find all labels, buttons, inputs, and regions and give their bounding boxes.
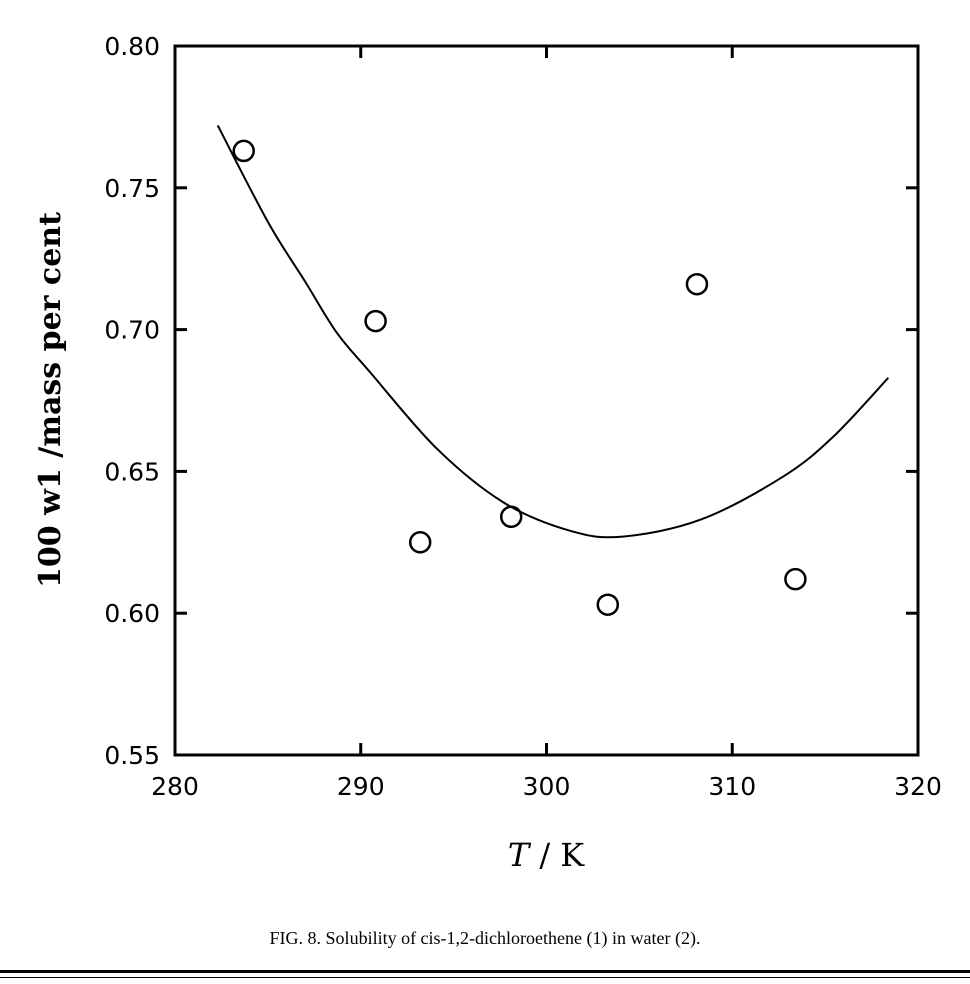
data-point [596, 593, 620, 616]
y-tick-label: 0.65 [104, 457, 160, 486]
y-axis-label: 100 w1 /mass per cent [33, 212, 68, 588]
divider [0, 977, 970, 978]
x-axis-label: T / K [508, 836, 585, 874]
y-tick-label: 0.70 [104, 316, 160, 345]
y-tick-label: 0.75 [104, 174, 160, 203]
x-tick-label: 280 [151, 772, 199, 801]
x-tick-label: 290 [337, 772, 385, 801]
fit-curve [216, 124, 890, 539]
data-point [232, 139, 255, 163]
data-point [499, 505, 523, 529]
data-point [685, 272, 709, 296]
data-point [364, 309, 387, 333]
x-tick-label: 300 [523, 772, 571, 801]
plot-frame [173, 44, 920, 757]
y-tick-label: 0.60 [104, 599, 160, 628]
y-tick-label: 0.80 [104, 32, 160, 61]
x-tick-label: 310 [708, 772, 756, 801]
divider [0, 970, 970, 973]
figure-caption: FIG. 8. Solubility of cis-1,2-dichloroet… [269, 928, 701, 948]
data-point [408, 531, 432, 554]
data-point [784, 567, 807, 591]
x-tick-label: 320 [894, 772, 942, 801]
y-tick-label: 0.55 [104, 741, 160, 770]
